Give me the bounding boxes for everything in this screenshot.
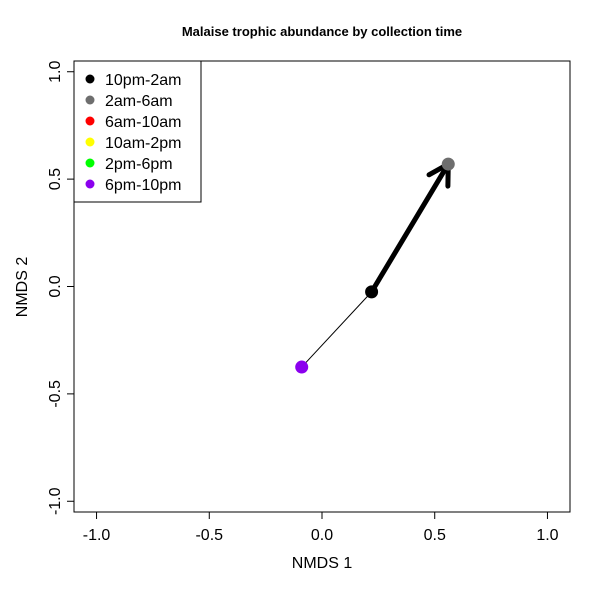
legend-label: 10am-2pm: [105, 135, 181, 152]
trajectory-segments: [301, 161, 451, 368]
data-point: [441, 157, 455, 171]
y-axis-label: NMDS 2: [14, 257, 31, 318]
y-tick-label: -0.5: [47, 380, 64, 408]
y-tick-label: 0.0: [47, 275, 64, 297]
trajectory-arrow-shaft: [369, 161, 451, 295]
x-tick-label: 0.5: [424, 527, 446, 544]
legend-marker: [85, 116, 95, 126]
legend-marker: [85, 95, 95, 105]
data-points: [295, 157, 455, 374]
data-point: [295, 360, 309, 374]
trajectory-line: [301, 291, 372, 368]
x-tick-label: -0.5: [195, 527, 223, 544]
legend-marker: [85, 179, 95, 189]
legend-label: 2am-6am: [105, 93, 173, 110]
chart-title: Malaise trophic abundance by collection …: [182, 24, 462, 39]
x-axis-label: NMDS 1: [292, 555, 353, 572]
x-tick-label: 0.0: [311, 527, 333, 544]
y-axis: -1.0 -0.5 0.0 0.5 1.0: [47, 61, 74, 515]
x-axis: -1.0 -0.5 0.0 0.5 1.0: [83, 512, 559, 544]
x-tick-label: 1.0: [536, 527, 558, 544]
legend: 10pm-2am 2am-6am 6am-10am 10am-2pm 2pm-6pm 6p…: [73, 60, 202, 203]
y-tick-label: 0.5: [47, 168, 64, 190]
y-tick-label: 1.0: [47, 61, 64, 83]
legend-marker: [85, 137, 95, 147]
x-tick-label: -1.0: [83, 527, 111, 544]
legend-label: 2pm-6pm: [105, 156, 173, 173]
legend-box: [73, 60, 202, 203]
data-point: [365, 285, 379, 299]
legend-marker: [85, 158, 95, 168]
legend-marker: [85, 74, 95, 84]
legend-label: 6am-10am: [105, 114, 181, 131]
legend-label: 10pm-2am: [105, 72, 181, 89]
legend-label: 6pm-10pm: [105, 177, 181, 194]
y-tick-label: -1.0: [47, 487, 64, 515]
